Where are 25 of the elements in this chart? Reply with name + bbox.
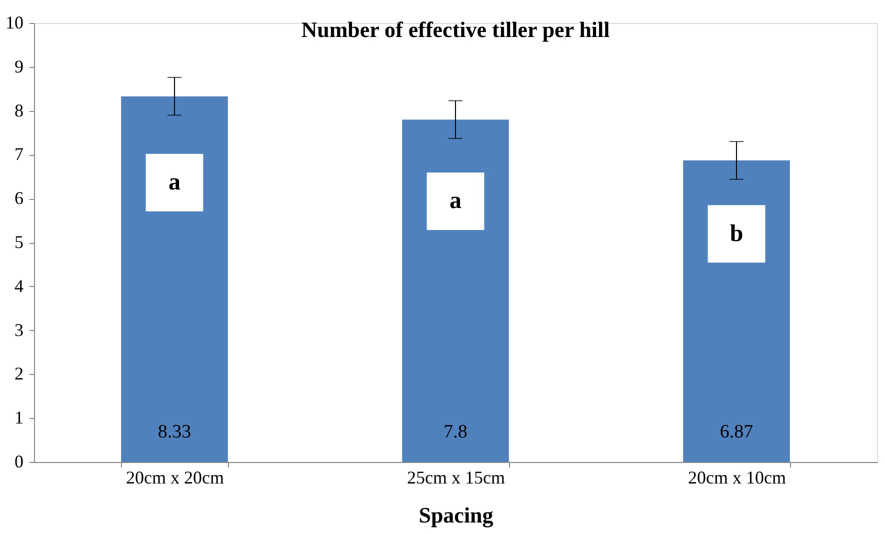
x-tick-label: 20cm x 20cm (126, 468, 224, 488)
x-axis-title: Spacing (418, 502, 494, 528)
bar (121, 96, 228, 462)
y-tick-label: 10 (6, 12, 24, 32)
annotation: a (168, 170, 180, 196)
y-tick-label: 7 (14, 144, 24, 164)
y-tick-label: 9 (14, 56, 24, 76)
y-tick-label: 5 (14, 232, 24, 252)
y-tick-label: 4 (14, 276, 24, 296)
bar (402, 120, 509, 462)
data-label: 6.87 (720, 421, 754, 442)
data-label: 7.8 (444, 421, 468, 442)
data-label: 8.33 (158, 421, 192, 442)
annotation: a (450, 188, 462, 214)
annotation: b (730, 220, 744, 247)
y-tick-label: 1 (14, 408, 24, 428)
chart-title: Number of effective tiller per hill (301, 17, 610, 42)
x-tick-label: 20cm x 10cm (688, 468, 786, 488)
x-tick-label: 25cm x 15cm (407, 468, 505, 488)
y-tick-label: 8 (14, 100, 24, 120)
bar (683, 160, 790, 462)
y-tick-label: 0 (14, 452, 24, 472)
y-tick-label: 3 (14, 320, 24, 340)
y-tick-label: 2 (14, 364, 24, 384)
y-tick-label: 6 (14, 188, 24, 208)
